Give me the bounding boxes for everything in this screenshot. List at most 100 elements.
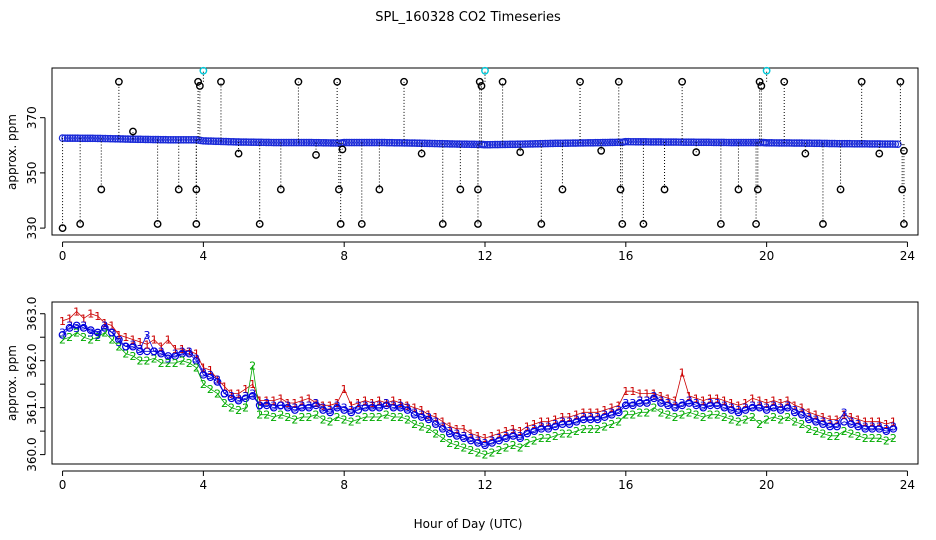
average-point (58, 330, 67, 339)
instrument-2-point: 2 (362, 411, 369, 424)
average-point (889, 424, 898, 433)
instrument-3-line (62, 324, 894, 444)
instrument-2-point: 2 (573, 425, 580, 438)
instrument-2-point: 2 (87, 334, 94, 347)
instrument-2-point: 2 (658, 406, 665, 419)
baseline-point (222, 137, 230, 146)
instrument-1-point: 1 (101, 317, 108, 330)
spike-point (678, 77, 687, 86)
instrument-1-point: 1 (425, 409, 432, 422)
instrument-2-point: 2 (355, 413, 362, 426)
baseline-point (324, 139, 333, 147)
average-point (502, 434, 511, 443)
average-point (283, 403, 292, 412)
baseline-point (63, 134, 72, 142)
instrument-1-point: 1 (890, 416, 897, 429)
instrument-2-point: 2 (482, 449, 489, 462)
instrument-2-point: 2 (404, 413, 411, 426)
baseline-point (840, 139, 849, 148)
raw-y-tick-label: 350 (25, 161, 39, 184)
spike-point (558, 185, 567, 194)
instrument-2-point: 2 (841, 425, 848, 438)
baseline-point (340, 138, 348, 147)
instrument-2-point: 2 (369, 411, 376, 424)
instrument-2-point: 2 (756, 418, 763, 431)
baseline-point (227, 137, 235, 146)
spike-point (780, 77, 789, 86)
instrument-2-point: 2 (432, 427, 439, 440)
instrument-1-point: 1 (735, 399, 742, 412)
baseline-point (66, 134, 74, 142)
instrument-3-point: 3 (805, 411, 812, 424)
baseline-point (883, 140, 892, 148)
spike-point (819, 220, 827, 228)
average-point (614, 408, 623, 417)
instrument-3-point: 3 (73, 322, 80, 335)
zoom-x-tick-label: 16 (618, 478, 633, 492)
instrument-1-point: 1 (510, 423, 517, 436)
baseline-point (891, 140, 900, 148)
instrument-1-point: 1 (580, 406, 587, 419)
instrument-2-point: 2 (890, 432, 897, 445)
baseline-point (425, 139, 434, 148)
average-point (572, 417, 581, 426)
baseline-point (83, 134, 92, 143)
baseline-point (189, 135, 198, 144)
baseline-point (73, 134, 82, 143)
instrument-1-point: 1 (791, 399, 798, 412)
instrument-2-line (62, 331, 894, 456)
baseline-point (398, 139, 406, 147)
instrument-3-point: 3 (284, 399, 291, 412)
baseline-point (109, 134, 117, 143)
raw-y-tick-label: 330 (25, 217, 39, 240)
instrument-2-point: 2 (524, 437, 531, 450)
zoom-y-tick-label: 361.0 (25, 390, 39, 424)
instrument-3-point: 3 (862, 420, 869, 433)
baseline-point (169, 135, 178, 144)
baseline-point (863, 140, 872, 148)
instrument-1-point: 1 (151, 334, 158, 347)
instrument-2-point: 2 (721, 411, 728, 424)
spike-point (97, 185, 106, 194)
instrument-3-point: 3 (489, 435, 496, 448)
instrument-2-point: 2 (313, 409, 320, 422)
instrument-2-point: 2 (327, 416, 334, 429)
instrument-3-point: 3 (559, 416, 566, 429)
baseline-point (546, 139, 555, 148)
baseline-point (467, 140, 476, 149)
instrument-1-point: 1 (439, 416, 446, 429)
instrument-1-point: 1 (467, 427, 474, 440)
baseline-point (302, 138, 311, 147)
instrument-2-point: 2 (749, 411, 756, 424)
spike-point (336, 220, 345, 228)
instrument-2-point: 2 (707, 409, 714, 422)
baseline-point (342, 138, 351, 147)
raw-panel-axes: 0 4 8 12 16 20 24 330 350 370 (25, 106, 915, 263)
baseline-point (435, 139, 444, 148)
instrument-2-point: 2 (636, 406, 643, 419)
baseline-point (657, 138, 665, 146)
baseline-point (652, 138, 660, 146)
instrument-3-point: 3 (580, 411, 587, 424)
instrument-1-point: 1 (503, 425, 510, 438)
baseline-point (144, 135, 152, 144)
instrument-3-point: 3 (305, 399, 312, 412)
spike-point (58, 224, 67, 232)
spike-point (192, 185, 201, 194)
instrument-2-point: 2 (228, 402, 235, 415)
average-point (664, 401, 672, 410)
instrument-2-point: 2 (453, 439, 460, 452)
baseline-point (319, 138, 328, 147)
baseline-point (101, 134, 110, 143)
baseline-point (413, 139, 421, 147)
baseline-point (624, 137, 633, 146)
baseline-point (815, 139, 824, 148)
instrument-2-point: 2 (277, 409, 284, 422)
baseline-point (380, 138, 389, 147)
baseline-point (694, 138, 703, 147)
baseline-point (322, 139, 330, 147)
baseline-point (870, 140, 879, 148)
spike-point (576, 77, 584, 86)
instrument-1-point: 1 (482, 432, 489, 445)
instrument-1-point: 1 (819, 411, 826, 424)
